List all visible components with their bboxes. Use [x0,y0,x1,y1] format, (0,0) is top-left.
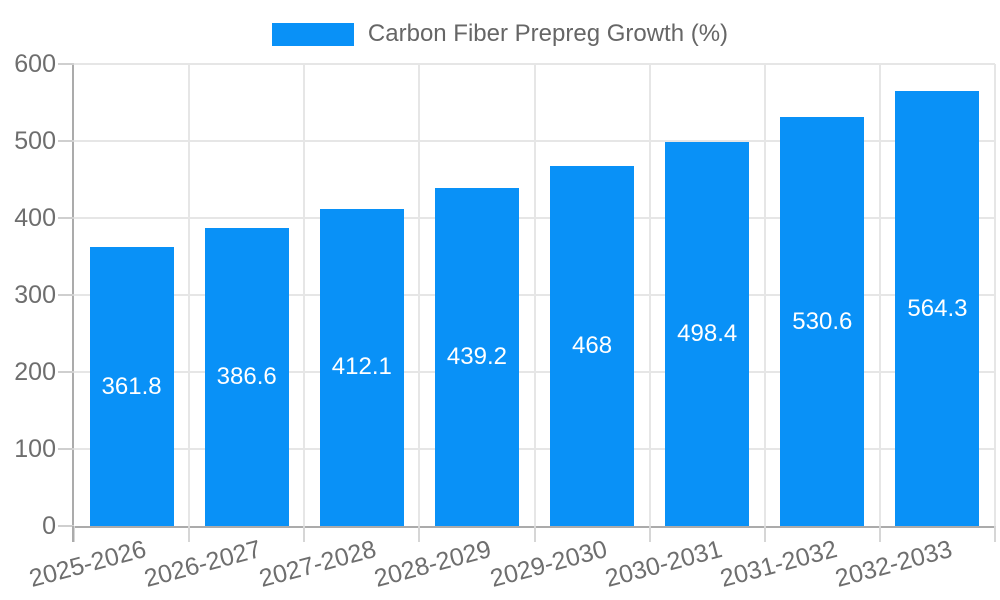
y-axis-tick-label: 600 [14,50,56,78]
bar-2032-2033[interactable] [895,91,980,526]
x-gridline [188,64,191,526]
y-tick-mark [58,63,74,65]
y-tick-mark [58,140,74,142]
y-axis-tick-label: 100 [14,435,56,463]
x-gridline [648,64,651,526]
x-tick-mark [878,526,881,542]
y-axis-tick-label: 500 [14,127,56,155]
x-tick-mark [994,526,996,542]
bar-2031-2032[interactable] [780,117,865,526]
y-axis-extension [72,526,74,542]
x-tick-mark [73,526,75,542]
legend-swatch-icon [271,22,354,46]
y-tick-mark [58,525,74,527]
y-axis-tick-label: 200 [14,358,56,386]
legend[interactable]: Carbon Fiber Prepreg Growth (%) [0,20,1000,48]
bar-2030-2031[interactable] [665,142,750,526]
bar-2025-2026[interactable] [89,247,174,526]
bar-2026-2027[interactable] [204,228,289,526]
x-gridline [763,64,766,526]
plot-area: 0 100 200 300 400 500 600 361.8 2025-2026 386.6 20… [14,50,996,593]
x-gridline [303,64,306,526]
x-axis-tick-label: 2028-2029 [371,534,495,593]
x-tick-mark [418,526,421,542]
y-axis-tick-label: 300 [14,281,56,309]
x-axis-tick-label: 2027-2028 [256,534,380,593]
x-axis-tick-label: 2032-2033 [832,534,955,593]
y-tick-mark [58,371,74,373]
x-axis-tick-label: 2025-2026 [26,534,150,593]
x-tick-mark [188,526,191,542]
x-axis-tick-label: 2029-2030 [486,534,610,593]
y-tick-mark [58,294,74,296]
x-axis-tick-label: 2031-2032 [717,534,840,593]
legend-label: Carbon Fiber Prepreg Growth (%) [367,20,729,47]
x-tick-mark [763,526,766,542]
y-axis-tick-label: 0 [42,512,56,540]
x-axis-tick-label: 2026-2027 [141,534,265,593]
bar-2029-2030[interactable] [550,165,635,526]
x-tick-mark [533,526,536,542]
x-gridline [533,64,536,526]
x-tick-mark [648,526,651,542]
y-tick-mark [58,217,74,219]
bar-2027-2028[interactable] [319,208,404,526]
x-axis-tick-label: 2030-2031 [601,534,725,593]
x-gridline [994,64,996,526]
y-axis-tick-label: 400 [14,204,56,232]
y-tick-mark [58,448,74,450]
x-gridline [418,64,421,526]
x-gridline [878,64,881,526]
bar-2028-2029[interactable] [434,187,519,526]
x-tick-mark [303,526,306,542]
